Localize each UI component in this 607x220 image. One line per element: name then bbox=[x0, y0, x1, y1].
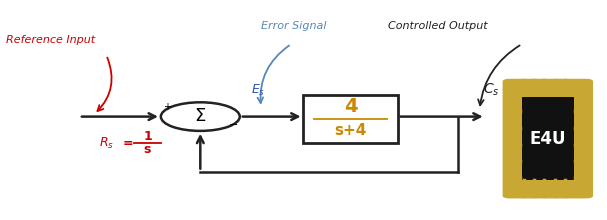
Text: s+4: s+4 bbox=[334, 123, 367, 138]
Text: E4U: E4U bbox=[529, 130, 566, 148]
Text: s: s bbox=[144, 143, 151, 156]
Text: Error Signal: Error Signal bbox=[261, 21, 327, 31]
FancyBboxPatch shape bbox=[304, 95, 398, 143]
Text: Σ: Σ bbox=[195, 106, 206, 125]
Text: −: − bbox=[229, 120, 239, 130]
Circle shape bbox=[161, 102, 240, 131]
Text: 4: 4 bbox=[344, 97, 358, 116]
Text: $R_s$: $R_s$ bbox=[99, 136, 114, 150]
FancyBboxPatch shape bbox=[503, 79, 593, 198]
Text: 1: 1 bbox=[143, 130, 152, 143]
Text: =: = bbox=[122, 136, 133, 150]
FancyBboxPatch shape bbox=[522, 97, 574, 180]
Text: $C_s$: $C_s$ bbox=[483, 82, 500, 98]
Text: $E_s$: $E_s$ bbox=[251, 83, 265, 98]
Text: +: + bbox=[163, 102, 171, 112]
Text: Reference Input: Reference Input bbox=[6, 35, 95, 45]
Text: Controlled Output: Controlled Output bbox=[388, 21, 488, 31]
